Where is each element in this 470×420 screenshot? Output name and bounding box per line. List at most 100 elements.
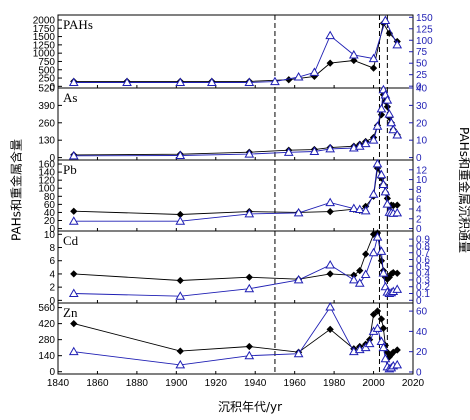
flux-point [378, 342, 389, 352]
flux-point [368, 135, 379, 144]
flux-point [175, 216, 186, 225]
flux-point [175, 150, 186, 159]
right-tick-label: 40 [416, 84, 428, 95]
flux-point [244, 149, 255, 158]
flux-point [368, 53, 379, 63]
right-tick-label: 12 [416, 165, 428, 176]
left-tick-label: 560 [38, 303, 55, 314]
panel-title: Cd [63, 233, 79, 248]
left-tick-label: 140 [38, 168, 55, 179]
flux-point [348, 274, 359, 284]
flux-point [380, 186, 391, 196]
left-tick-label: 390 [38, 101, 55, 112]
right-tick-label: 0.1 [416, 289, 430, 300]
x-axis-label: 沉积年代/yr [217, 400, 283, 414]
left-tick-label: 20 [44, 216, 56, 227]
right-tick-label: 150 [416, 13, 433, 24]
flux-point [68, 288, 79, 297]
content-point [377, 257, 386, 265]
content-point [245, 273, 253, 281]
flux-point [325, 197, 336, 207]
content-point [70, 270, 78, 278]
flux-point [392, 129, 403, 139]
flux-point [392, 207, 403, 217]
left-tick-label: 0 [49, 82, 55, 93]
right-tick-label: 125 [416, 24, 433, 35]
right-tick-label: 50 [416, 59, 428, 70]
right-tick-label: 10 [416, 175, 428, 186]
right-tick-label: 0.5 [416, 262, 430, 273]
right-tick-label: 75 [416, 47, 428, 58]
x-tick-label: 1900 [165, 378, 188, 389]
flux-point [360, 138, 371, 148]
left-tick-label: 80 [44, 192, 56, 203]
flux-point [378, 268, 389, 277]
left-tick-label: 2 [49, 283, 55, 294]
panel-title: Zn [63, 305, 78, 320]
content-point [393, 346, 401, 354]
flux-point [325, 302, 336, 311]
left-tick-label: 280 [38, 335, 55, 346]
left-tick-label: 130 [38, 136, 55, 147]
flux-point [325, 30, 336, 40]
flux-point [68, 216, 79, 225]
right-tick-label: 0 [416, 296, 422, 307]
left-tick-label: 6 [49, 256, 55, 267]
right-tick-label: 0.7 [416, 248, 430, 259]
x-tick-label: 1940 [244, 378, 267, 389]
flux-point [244, 350, 255, 360]
right-tick-label: 10 [416, 136, 428, 147]
right-tick-label: 0.8 [416, 241, 430, 252]
flux-point [384, 109, 395, 118]
flux-point [283, 147, 294, 156]
flux-point [376, 246, 387, 255]
flux-point [372, 121, 383, 130]
content-point [377, 315, 386, 323]
panel-zn: 0 140 280 420 560 0 20 40 60 1840 1860 1880 1900 1920… [38, 302, 428, 389]
left-tick-label: 8 [49, 243, 55, 254]
x-tick-label: 2020 [402, 378, 425, 389]
content-point [70, 319, 78, 328]
left-tick-label: 140 [38, 351, 55, 362]
left-tick-label: 60 [44, 200, 56, 211]
right-tick-label: 2 [416, 214, 422, 225]
flux-series-line [73, 19, 398, 83]
panel-frame [57, 159, 414, 232]
right-tick-label: 6 [416, 195, 422, 206]
left-tick-label: 250 [38, 74, 55, 85]
content-point [326, 59, 334, 67]
left-tick-label: 500 [38, 65, 55, 76]
right-tick-label: 0 [416, 82, 422, 93]
flux-point [68, 150, 79, 160]
right-tick-label: 25 [416, 70, 428, 81]
left-tick-label: 420 [38, 319, 55, 330]
x-tick-label: 2000 [362, 378, 385, 389]
content-series-line [73, 22, 398, 82]
flux-point [360, 269, 371, 278]
left-axis-label: PAHs和重金属含量 [9, 139, 24, 241]
left-tick-label: 0 [49, 224, 55, 235]
flux-series-line [73, 306, 398, 370]
flux-point [175, 291, 186, 300]
flux-point [388, 124, 399, 134]
left-tick-label: 10 [44, 230, 56, 241]
flux-point [368, 247, 379, 257]
flux-point [360, 342, 371, 352]
left-tick-label: 520 [38, 84, 55, 95]
flux-point [175, 77, 186, 86]
flux-series-line [73, 89, 398, 157]
flux-point [372, 158, 383, 168]
content-point [356, 267, 364, 275]
right-tick-label: 20 [416, 347, 428, 358]
flux-point [244, 77, 255, 86]
right-axis-label: PAHs和重金属沉积通量 [457, 127, 470, 253]
content-point [369, 64, 378, 72]
flux-point [309, 67, 320, 76]
left-tick-label: 2000 [33, 15, 56, 26]
panel-frame [57, 14, 414, 89]
left-tick-label: 750 [38, 57, 55, 68]
right-tick-label: 40 [416, 327, 428, 338]
content-point [326, 325, 334, 333]
